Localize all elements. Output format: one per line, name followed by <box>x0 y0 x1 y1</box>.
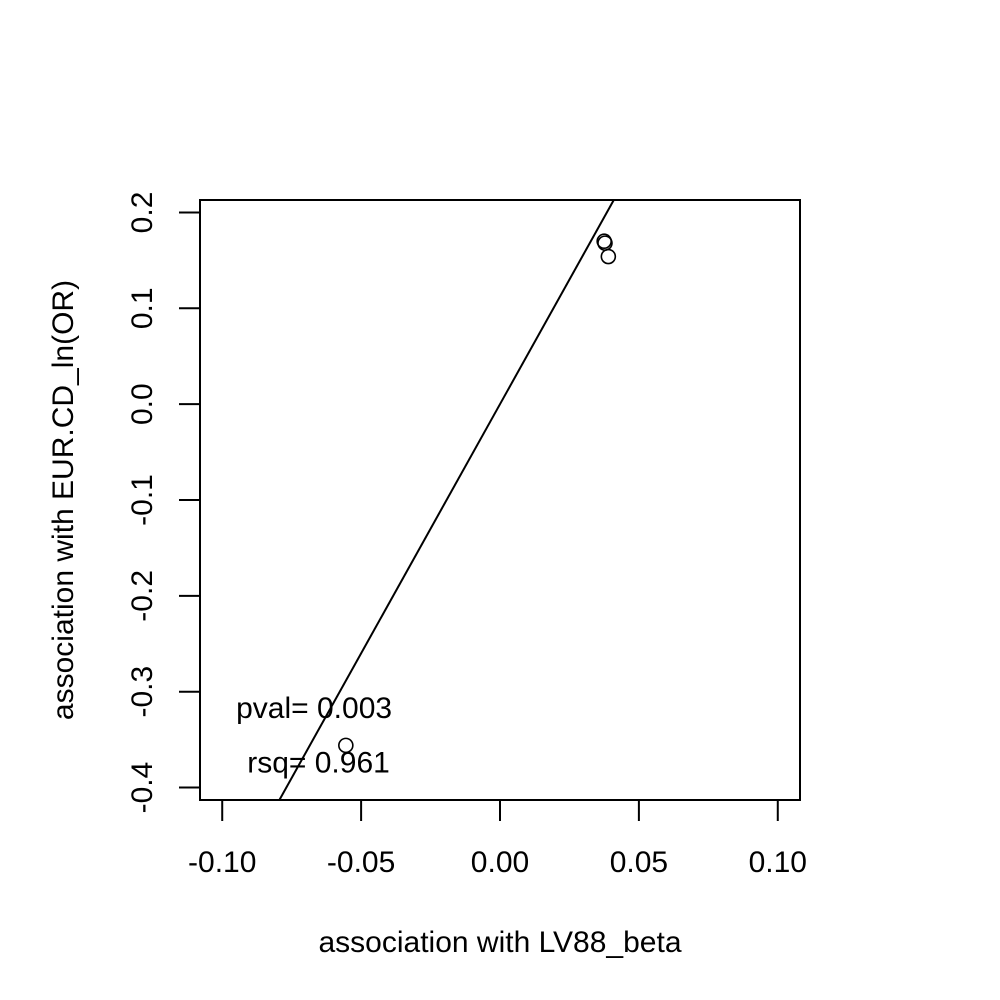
stat-annotation: rsq= 0.961 <box>247 747 390 780</box>
x-tick-label: -0.05 <box>327 846 395 879</box>
data-point <box>600 248 617 265</box>
y-tick-label: -0.4 <box>126 762 159 814</box>
x-tick-label: -0.10 <box>188 846 256 879</box>
x-axis-title: association with LV88_beta <box>318 926 681 959</box>
y-tick-label: 0.1 <box>126 287 159 329</box>
fit-line <box>278 200 615 800</box>
data-point <box>338 737 354 754</box>
x-tick-label: 0.00 <box>471 846 529 879</box>
y-axis: -0.4 -0.3 -0.2 -0.1 0.0 0.1 0.2 <box>126 192 201 814</box>
y-axis-title: association with EUR.CD_ln(OR) <box>47 280 80 720</box>
stat-annotation: pval= 0.003 <box>236 692 392 725</box>
annotations: pval= 0.003 rsq= 0.961 <box>236 692 392 780</box>
x-tick-label: 0.05 <box>610 846 668 879</box>
x-tick-label: 0.10 <box>749 846 807 879</box>
y-tick-label: -0.1 <box>126 474 159 526</box>
y-tick-label: 0.2 <box>126 192 159 234</box>
y-tick-label: -0.2 <box>126 570 159 622</box>
y-tick-label: 0.0 <box>126 383 159 425</box>
y-tick-label: -0.3 <box>126 666 159 718</box>
data-points <box>338 233 617 754</box>
x-axis: -0.10 -0.05 0.00 0.05 0.10 <box>188 799 807 879</box>
